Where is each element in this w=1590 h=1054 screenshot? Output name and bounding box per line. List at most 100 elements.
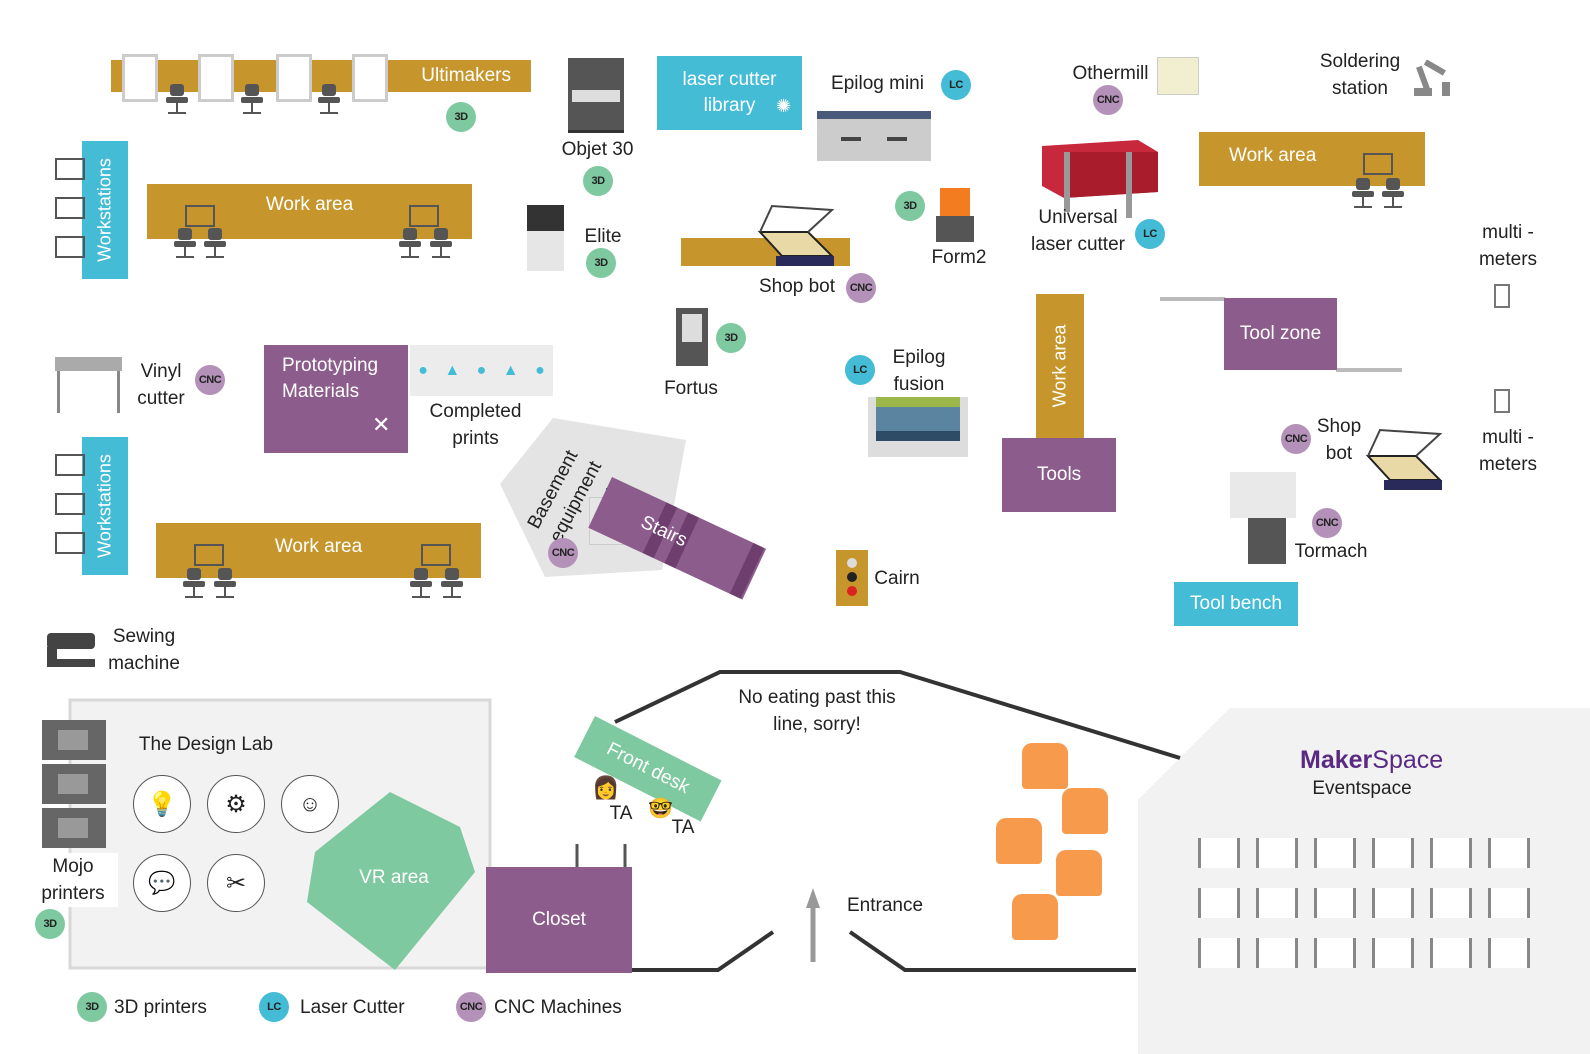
epilog-fusion-label: Epilog fusion	[892, 347, 946, 395]
form2-printer-icon	[936, 188, 974, 242]
work-area-label: Work area	[1229, 145, 1317, 166]
sewing-machine-label: Sewing machine	[108, 626, 180, 674]
mojo-printer-icon	[42, 720, 106, 760]
event-chair	[1314, 938, 1356, 968]
universal-laser-cutter-label: Universal laser cutter	[1031, 207, 1125, 255]
chair-icon	[430, 228, 452, 262]
event-chair	[1198, 888, 1240, 918]
vr-area-label: VR area	[359, 867, 429, 888]
tools-icon: ✂	[225, 869, 247, 897]
monitor-icon	[421, 544, 451, 566]
tools-label: Tools	[1036, 464, 1082, 485]
monitor-icon	[55, 236, 85, 258]
design-lab-label: The Design Lab	[138, 734, 274, 755]
chair-icon	[410, 568, 432, 602]
monitor-icon	[55, 158, 85, 180]
elite-label: Elite	[584, 226, 622, 247]
badge-3d: 3D	[446, 102, 476, 132]
mojo-printer-icon	[42, 808, 106, 848]
eventspace-label: Eventspace	[1312, 778, 1412, 799]
lounge-chair-icon	[996, 818, 1042, 864]
badge-cnc: CNC	[846, 273, 876, 303]
makerspace-space: Space	[1372, 746, 1444, 774]
event-chair	[1314, 838, 1356, 868]
event-chair	[1488, 888, 1530, 918]
shopbot-label: Shop bot	[1316, 416, 1362, 464]
chair-icon	[1382, 178, 1404, 212]
badge-3d: 3D	[583, 166, 613, 196]
chair-icon	[214, 568, 236, 602]
ultimaker-printer	[352, 54, 388, 102]
legend-badge-3d: 3D	[77, 992, 107, 1022]
tool-zone-label: Tool zone	[1239, 323, 1322, 344]
epilog-mini-label: Epilog mini	[831, 73, 924, 94]
legend-lc-label: Laser Cutter	[300, 997, 405, 1018]
cairn-label: Cairn	[874, 568, 920, 589]
ultimaker-printer	[122, 54, 158, 102]
ta-label: TA	[671, 817, 695, 838]
vr-area	[307, 792, 475, 970]
people-icon: ☺	[298, 791, 322, 816]
workstations-label: Workstations	[94, 454, 115, 558]
completed-prints-label: Completed prints	[429, 401, 522, 449]
fortus-printer-icon	[676, 308, 708, 366]
cairn-icon	[836, 550, 868, 606]
monitor-icon	[55, 197, 85, 219]
completed-prints-shelf: ● ▲ ● ▲ ●	[410, 345, 553, 396]
chat-circle: 💬	[133, 854, 191, 912]
shopbot-label: Shop bot	[758, 276, 836, 297]
event-chair	[1372, 888, 1414, 918]
laser-cutter-library: laser cutter library	[657, 56, 802, 130]
chair-icon	[399, 228, 421, 262]
chair-icon	[174, 228, 196, 262]
people-circle: ☺	[281, 775, 339, 833]
event-chair	[1430, 888, 1472, 918]
entrance-wall-right	[848, 930, 1136, 972]
tool-bench: Tool bench	[1174, 582, 1298, 626]
work-area-label: Work area	[265, 193, 354, 215]
no-eating-line	[614, 670, 1181, 760]
event-chair	[1430, 938, 1472, 968]
badge-cnc: CNC	[1093, 85, 1123, 115]
badge-3d: 3D	[35, 909, 65, 939]
makerspace-maker: Maker	[1300, 746, 1373, 774]
tools-icon: ✕	[372, 412, 391, 437]
badge-lc: LC	[1135, 219, 1165, 249]
mojo-printers-label: Mojo printers	[28, 853, 118, 907]
work-area-vertical: Work area	[1036, 294, 1084, 438]
badge-cnc: CNC	[195, 365, 225, 395]
epilog-mini-laser-cutter-icon	[817, 111, 931, 161]
chair-icon	[441, 568, 463, 602]
eventspace-area	[1138, 708, 1590, 1054]
tormach-label: Tormach	[1294, 541, 1368, 562]
event-chair	[1256, 838, 1298, 868]
tool-bench-label: Tool bench	[1190, 593, 1282, 614]
closet-label: Closet	[532, 909, 586, 930]
work-area-2: Work area	[1199, 132, 1425, 186]
chair-icon	[1352, 178, 1374, 212]
workstations-label: Workstations	[94, 158, 115, 262]
event-chair	[1198, 838, 1240, 868]
event-chair	[1372, 838, 1414, 868]
entrance-label: Entrance	[846, 895, 924, 916]
monitor-icon	[55, 454, 85, 476]
monitor-icon	[194, 544, 224, 566]
event-chair	[1314, 888, 1356, 918]
monitor-icon	[55, 493, 85, 515]
work-area-label: Work area	[1049, 324, 1070, 408]
makerspace-logo: MakerSpace	[1300, 746, 1443, 775]
multimeter-icon	[1494, 284, 1510, 308]
head-gear-icon: ⚙	[225, 790, 247, 818]
tools-zone: Tools	[1002, 438, 1116, 512]
lounge-chair-icon	[1012, 894, 1058, 940]
legend-3d-label: 3D printers	[114, 997, 207, 1018]
tool-zone: Tool zone	[1224, 298, 1337, 370]
objet30-label: Objet 30	[561, 139, 634, 160]
universal-laser-cutter-icon	[1042, 140, 1158, 218]
badge-lc: LC	[845, 355, 875, 385]
badge-3d: 3D	[895, 191, 925, 221]
person-icon: 🤓	[648, 798, 673, 820]
tormach-icon	[1230, 472, 1298, 564]
ultimaker-printer	[276, 54, 312, 102]
workstations-top: Workstations	[82, 141, 128, 279]
